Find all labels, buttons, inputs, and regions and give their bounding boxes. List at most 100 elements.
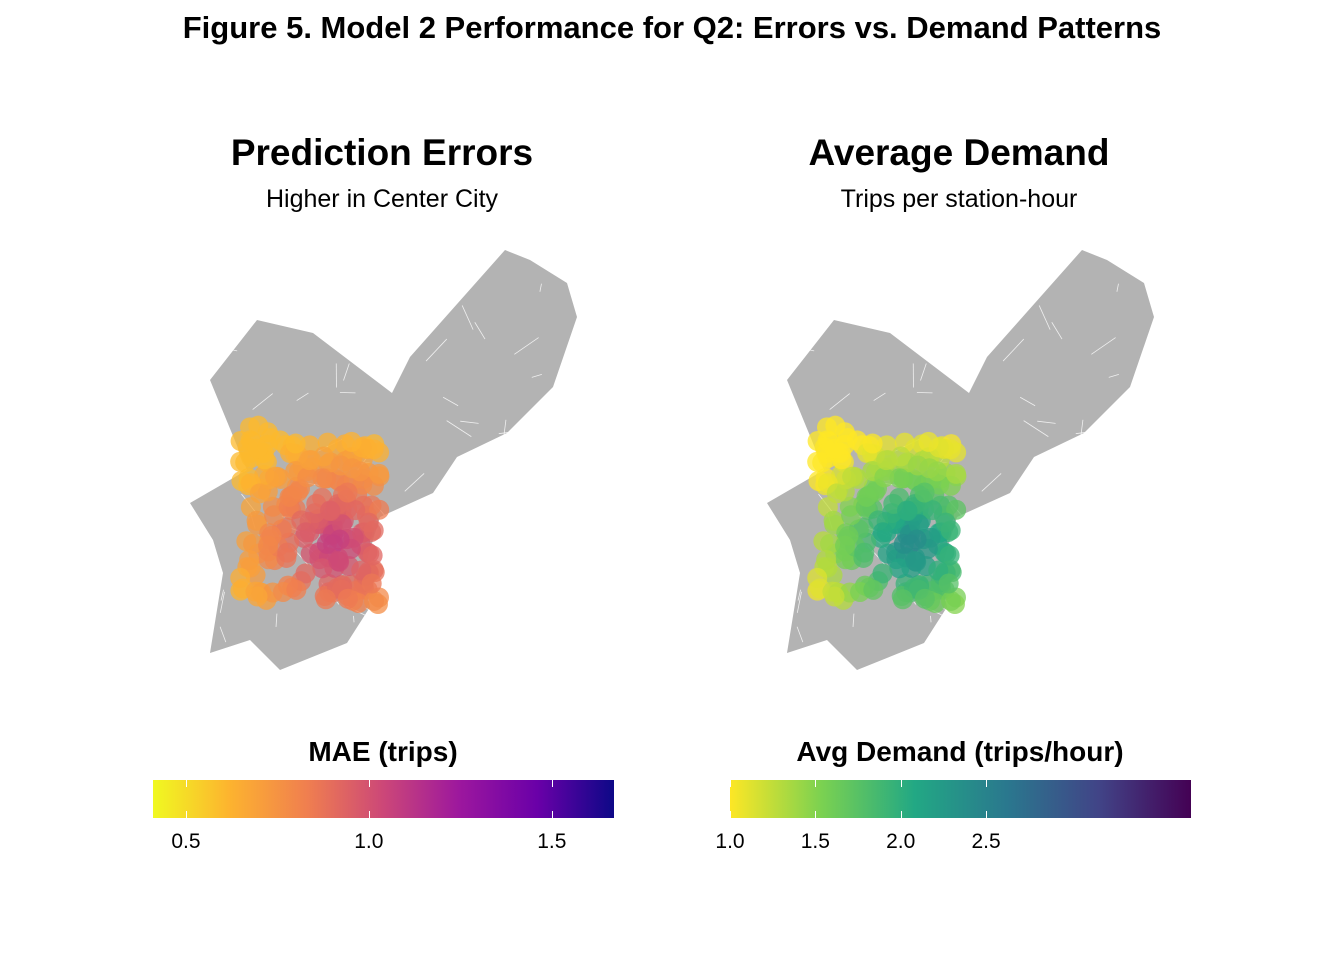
tract-boundary xyxy=(1029,551,1035,562)
tract-boundary xyxy=(873,392,886,401)
station-point xyxy=(239,549,260,570)
tract-boundary xyxy=(353,615,355,623)
station-point xyxy=(364,590,385,611)
tract-boundary xyxy=(474,322,486,340)
tract-boundary xyxy=(498,431,512,435)
tract-boundary xyxy=(296,392,309,401)
tract-boundary xyxy=(797,589,801,601)
station-point xyxy=(905,551,926,572)
station-point xyxy=(816,549,837,570)
tract-boundary xyxy=(1099,494,1116,499)
tract-boundary xyxy=(1069,481,1096,503)
station-point xyxy=(247,438,268,459)
station-point xyxy=(312,558,333,579)
tract-boundary xyxy=(531,373,542,378)
station-point xyxy=(896,500,917,521)
tract-boundary xyxy=(1051,322,1063,340)
station-point xyxy=(914,588,935,609)
station-point xyxy=(286,579,307,600)
station-point xyxy=(369,463,390,484)
tract-boundary xyxy=(796,591,802,613)
tract-boundary xyxy=(539,283,542,292)
tract-boundary xyxy=(513,501,524,510)
left-panel-subtitle: Higher in Center City xyxy=(265,185,499,213)
station-point xyxy=(299,450,320,471)
colorbar-tick-mark xyxy=(986,780,988,818)
station-point xyxy=(807,567,828,588)
tract-boundary xyxy=(1009,630,1034,638)
station-point xyxy=(872,522,893,543)
station-point xyxy=(872,563,893,584)
station-point xyxy=(824,586,845,607)
colorbar-tick-label: 2.5 xyxy=(971,830,1001,853)
colorbar-tick-label: 1.0 xyxy=(715,830,745,853)
colorbar-tick-mark xyxy=(551,780,553,818)
tract-boundary xyxy=(219,591,225,613)
station-point xyxy=(337,588,358,609)
tract-boundary xyxy=(1075,431,1089,435)
tract-boundary xyxy=(442,396,459,407)
station-point xyxy=(243,533,264,554)
tract-boundary xyxy=(509,437,533,460)
tract-boundary xyxy=(507,524,518,535)
station-point xyxy=(935,512,956,533)
colorbar-tick-label: 2.0 xyxy=(886,830,916,853)
colorbar-tick-mark xyxy=(730,780,731,818)
tract-boundary xyxy=(896,309,917,334)
tract-boundary xyxy=(810,312,820,318)
colorbar-tick-mark xyxy=(815,780,817,818)
station-point xyxy=(247,586,268,607)
left-legend-title: MAE (trips) xyxy=(308,736,458,767)
tract-boundary xyxy=(376,303,384,316)
tract-boundary xyxy=(1023,420,1049,437)
tract-boundary xyxy=(483,585,497,590)
tract-boundary xyxy=(492,481,519,503)
station-point xyxy=(337,482,358,503)
tract-boundary xyxy=(1086,437,1110,460)
station-point xyxy=(876,450,897,471)
station-point xyxy=(906,529,927,550)
station-point xyxy=(265,466,286,487)
station-point xyxy=(823,510,844,531)
tract-boundary xyxy=(1065,645,1083,671)
tract-boundary xyxy=(432,630,457,638)
tract-boundary xyxy=(852,613,855,627)
station-point xyxy=(345,500,366,521)
error-map xyxy=(190,250,577,671)
tract-boundary xyxy=(488,645,506,671)
tract-boundary xyxy=(316,326,326,334)
station-point xyxy=(297,467,318,488)
tract-boundary xyxy=(452,551,458,562)
station-point xyxy=(841,505,862,526)
tract-boundary xyxy=(386,613,400,618)
station-point xyxy=(230,567,251,588)
station-point xyxy=(914,482,935,503)
tract-boundary xyxy=(889,305,906,317)
tract-boundary xyxy=(1036,623,1047,638)
left-panel-title: Prediction Errors xyxy=(230,132,534,173)
tract-boundary xyxy=(1090,501,1101,510)
tract-boundary xyxy=(233,312,243,318)
tract-boundary xyxy=(460,420,479,424)
tract-boundary xyxy=(425,338,448,362)
tract-boundary xyxy=(1080,419,1084,438)
tract-boundary xyxy=(953,303,961,316)
station-point xyxy=(341,431,362,452)
tract-boundary xyxy=(446,420,472,437)
station-point xyxy=(835,535,856,556)
tract-boundary xyxy=(955,571,973,582)
station-point xyxy=(358,512,379,533)
station-point xyxy=(826,483,847,504)
tract-boundary xyxy=(404,473,425,492)
tract-boundary xyxy=(981,473,1002,492)
tract-boundary xyxy=(1014,579,1030,582)
station-point xyxy=(295,563,316,584)
tract-boundary xyxy=(433,314,443,322)
maps-canvas xyxy=(190,250,1154,671)
colorbar-tick-mark xyxy=(368,780,370,818)
station-point xyxy=(856,486,877,507)
station-point xyxy=(892,589,913,610)
station-point xyxy=(820,533,841,554)
station-point xyxy=(315,589,336,610)
tract-boundary xyxy=(275,613,278,627)
